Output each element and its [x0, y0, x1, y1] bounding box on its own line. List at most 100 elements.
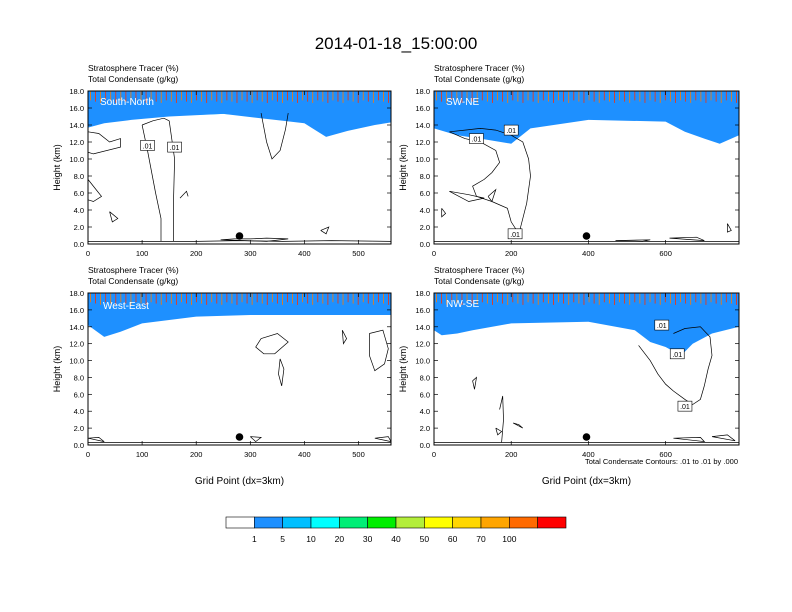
colorbar-swatch: [424, 516, 453, 529]
center-marker: [235, 433, 244, 441]
panel-nw-se: .01 .01 .01 0.0 2.0 4.0 6.0 8.0 10.0 12.0 14.0 16.0…: [398, 265, 740, 487]
contour-note: Total Condensate Contours: .01 to .01 by…: [585, 457, 738, 466]
condensate-contour: [669, 236, 705, 241]
x-tick-label: 400: [582, 450, 595, 459]
y-tick-label: 8.0: [420, 373, 430, 382]
y-tick-label: 2.0: [74, 223, 84, 232]
subtitle-condensate: Total Condensate (g/kg): [88, 74, 178, 84]
colorbar-swatch: [452, 516, 482, 529]
y-tick-label: 0.0: [420, 441, 430, 450]
y-tick-label: 4.0: [420, 206, 430, 215]
x-tick-label: 0: [86, 249, 90, 258]
contour-label-box: [503, 124, 519, 136]
condensate-contour: [495, 427, 503, 436]
contour-label: .01: [680, 404, 690, 411]
contour-label: .01: [657, 323, 667, 330]
y-tick-label: 4.0: [74, 407, 84, 416]
y-tick-label: 12.0: [69, 138, 84, 147]
colorbar-swatch: [254, 516, 283, 529]
y-tick-label: 10.0: [415, 357, 430, 366]
condensate-contour: [88, 131, 121, 155]
colorbar-label: 30: [363, 534, 373, 544]
condensate-contour: [499, 395, 504, 443]
y-tick-label: 8.0: [420, 172, 430, 181]
condensate-contour: [374, 436, 391, 442]
x-tick-label: 300: [244, 249, 257, 258]
x-tick-label: 400: [298, 249, 311, 258]
plot-frame: [433, 90, 740, 245]
y-tick-label: 6.0: [74, 390, 84, 399]
y-tick-label: 2.0: [420, 424, 430, 433]
condensate-contour: [220, 237, 289, 242]
colorbar-swatch: [225, 516, 255, 529]
y-tick-label: 8.0: [74, 172, 84, 181]
x-tick-label: 0: [432, 450, 436, 459]
y-tick-label: 6.0: [74, 189, 84, 198]
y-tick-label: 18.0: [415, 87, 430, 96]
tracer-band-1: [434, 293, 739, 356]
y-tick-label: 0.0: [74, 240, 84, 249]
colorbar-swatch: [367, 516, 397, 529]
tracer-band-1: [88, 91, 391, 137]
y-tick-label: 16.0: [415, 306, 430, 315]
contour-label-box: [167, 141, 182, 153]
tracer-band-1: [88, 293, 391, 337]
x-tick-label: 600: [659, 450, 672, 459]
colorbar-swatch: [339, 516, 368, 529]
x-tick-label: 200: [505, 450, 518, 459]
y-tick-label: 14.0: [415, 121, 430, 130]
subtitle-condensate: Total Condensate (g/kg): [88, 276, 178, 286]
x-tick-label: 300: [244, 450, 257, 459]
y-tick-label: 4.0: [74, 206, 84, 215]
contour-label-box: [654, 319, 670, 331]
condensate-contour: [88, 437, 105, 442]
center-marker: [582, 232, 591, 240]
condensate-contour: [168, 120, 175, 242]
colorbar-swatch: [537, 516, 567, 529]
y-tick-label: 18.0: [69, 289, 84, 298]
y-tick-label: 14.0: [69, 121, 84, 130]
panel-label: West-East: [103, 301, 149, 312]
y-tick-label: 14.0: [69, 323, 84, 332]
y-tick-label: 16.0: [415, 104, 430, 113]
y-axis-label: Height (km): [52, 346, 62, 393]
contour-label: .01: [506, 128, 516, 135]
x-axis-label: Grid Point (dx=3km): [195, 476, 284, 487]
x-tick-label: 100: [136, 450, 149, 459]
subtitle-tracer: Stratosphere Tracer (%): [88, 265, 179, 275]
y-axis-label: Height (km): [52, 144, 62, 191]
plot-frame: [433, 292, 740, 446]
x-tick-label: 400: [298, 450, 311, 459]
condensate-contour: [472, 376, 478, 390]
x-tick-label: 200: [505, 249, 518, 258]
subtitle-condensate: Total Condensate (g/kg): [434, 276, 524, 286]
colorbar-label: 1: [252, 534, 257, 544]
plot-frame: [87, 90, 392, 245]
center-marker: [582, 433, 591, 441]
subtitle-condensate: Total Condensate (g/kg): [434, 74, 524, 84]
y-tick-label: 0.0: [420, 240, 430, 249]
figure-title: 2014-01-18_15:00:00: [315, 34, 478, 53]
condensate-contour: [109, 211, 119, 223]
contour-label: .01: [672, 352, 682, 359]
panel-label: South-North: [100, 97, 154, 108]
colorbar: 1 5 10 20 30 40 50 60 70 100: [225, 516, 567, 544]
condensate-contour: [88, 240, 391, 242]
colorbar-label: 5: [280, 534, 285, 544]
condensate-contour: [673, 437, 706, 443]
x-tick-label: 0: [86, 450, 90, 459]
contour-label: .01: [143, 143, 153, 150]
contour-label-box: [677, 400, 693, 412]
y-tick-label: 12.0: [69, 340, 84, 349]
x-axis-label: Grid Point (dx=3km): [542, 476, 631, 487]
colorbar-label: 60: [448, 534, 458, 544]
streaks: [436, 293, 737, 305]
contour-label-box: [507, 228, 523, 240]
x-tick-label: 100: [136, 249, 149, 258]
contour-label-box: [669, 348, 685, 360]
plot-frame: [87, 292, 392, 446]
y-axis-label: Height (km): [398, 346, 408, 393]
condensate-contour: [255, 333, 289, 355]
colorbar-label: 100: [502, 534, 516, 544]
y-tick-label: 10.0: [69, 155, 84, 164]
